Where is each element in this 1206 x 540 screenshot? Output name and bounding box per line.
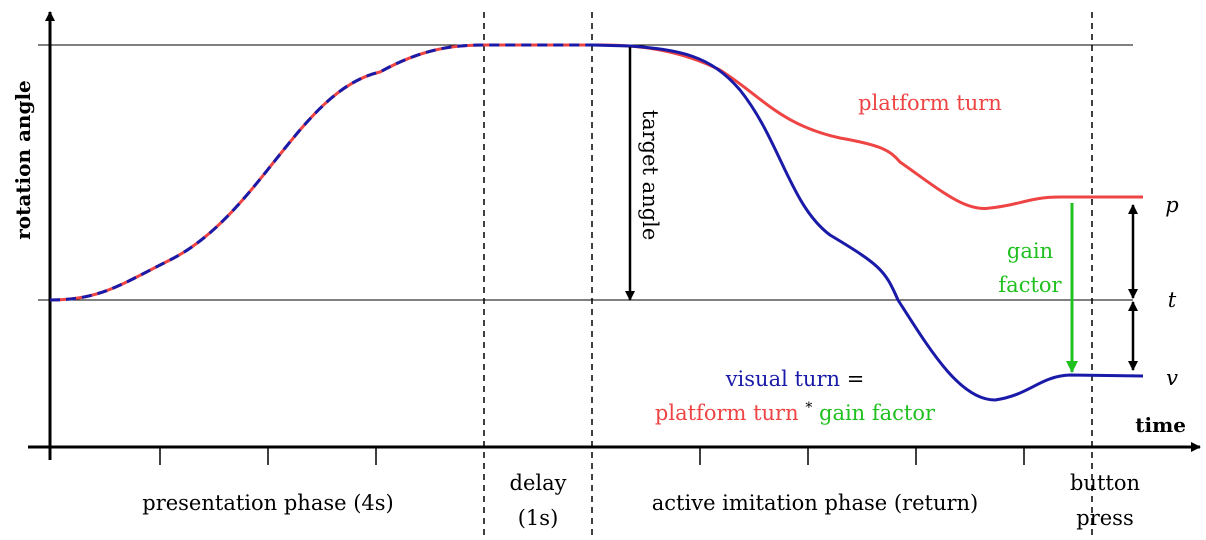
y-label: rotation angle bbox=[11, 80, 35, 240]
phase-label: press bbox=[1076, 506, 1133, 530]
axes bbox=[28, 11, 1201, 540]
v-label: v bbox=[1166, 366, 1178, 390]
gain-label: gain bbox=[1007, 239, 1053, 263]
phase-label: delay bbox=[510, 471, 567, 495]
target-angle-label: target angle bbox=[638, 110, 662, 241]
phase-label: (1s) bbox=[518, 506, 559, 530]
platform-curve bbox=[49, 43, 1143, 302]
gain-factor: gain factor bbox=[819, 401, 936, 425]
times: * bbox=[805, 400, 812, 416]
phase-label: button bbox=[1070, 471, 1140, 495]
phase-label: presentation phase (4s) bbox=[142, 491, 394, 515]
platform-turn: platform turn bbox=[655, 401, 799, 425]
formula-line2: platform turn * gain factor bbox=[655, 393, 936, 425]
t-label: t bbox=[1168, 288, 1177, 312]
p-label: p bbox=[1165, 193, 1178, 217]
phase-label: active imitation phase (return) bbox=[652, 491, 978, 515]
presentation-curve bbox=[49, 43, 592, 302]
platform-turn-label: platform turn bbox=[858, 91, 1002, 115]
visual-turn: visual turn bbox=[725, 367, 840, 391]
formula-line1: visual turn = bbox=[725, 367, 865, 391]
x-label: time bbox=[1135, 413, 1186, 437]
visual-curve bbox=[591, 43, 1144, 402]
equals: = bbox=[847, 367, 865, 391]
factor-label: factor bbox=[998, 273, 1062, 297]
